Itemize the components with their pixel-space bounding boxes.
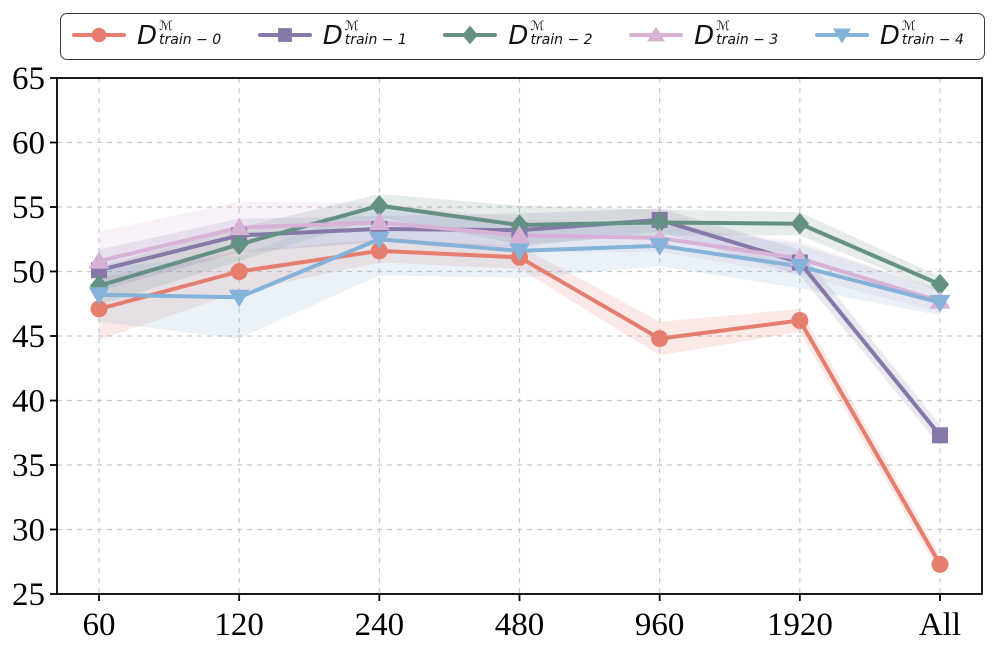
marker-train-0-All [931, 555, 949, 573]
band-train-1 [99, 208, 940, 446]
legend-label-sup: ℳ [530, 18, 545, 34]
marker-train-4-60 [88, 287, 110, 305]
band-train-4 [99, 203, 940, 339]
band-train-3 [99, 201, 940, 313]
marker-train-2-120 [230, 233, 249, 256]
marker-train-4-960 [649, 238, 671, 256]
legend-marker-train-4 [832, 28, 851, 44]
marker-train-4-1920 [789, 258, 811, 277]
xtick-label-240: 240 [355, 607, 405, 643]
legend-label-sub: train − 0 [159, 31, 222, 48]
xtick-label-120: 120 [214, 607, 264, 643]
legend-marker-square-icon [257, 23, 313, 51]
marker-train-1-All [932, 427, 948, 444]
legend-label-sup: ℳ [716, 18, 731, 34]
xtick-label-1920: 1920 [767, 607, 833, 643]
band-train-0 [99, 239, 940, 574]
xtick-label-480: 480 [495, 607, 545, 643]
legend-swatch-train-0 [72, 27, 126, 42]
marker-train-4-240 [368, 231, 390, 250]
ytick-label-55: 55 [12, 190, 45, 226]
legend-label-base: D [694, 20, 715, 51]
marker-train-3-480 [509, 225, 530, 243]
ytick-label-35: 35 [12, 448, 45, 484]
legend-marker-train-0 [91, 27, 107, 42]
legend-label-base: D [322, 20, 343, 51]
marker-train-4-480 [509, 243, 530, 261]
marker-train-4-All [929, 294, 951, 313]
legend-label-sup: ℳ [901, 18, 916, 34]
legend-marker-train-3 [647, 25, 666, 41]
marker-train-3-120 [228, 217, 250, 236]
marker-train-0-120 [230, 263, 248, 280]
marker-train-0-960 [651, 330, 669, 348]
legend-swatch-train-1 [257, 27, 312, 42]
xtick-label-960: 960 [635, 607, 685, 643]
ytick-label-65: 65 [12, 61, 45, 97]
legend-label-sup: ℳ [344, 18, 359, 34]
marker-train-2-1920 [790, 212, 809, 235]
legend-marker-diamond-icon [442, 23, 498, 51]
marker-train-3-60 [88, 251, 110, 269]
marker-train-3-240 [368, 212, 390, 230]
marker-train-4-120 [228, 289, 250, 308]
ytick-label-50: 50 [12, 255, 45, 291]
legend-swatch-train-3 [629, 25, 684, 41]
marker-train-0-1920 [791, 312, 809, 330]
legend-label-base: D [879, 20, 900, 51]
xtick-label-All: All [919, 607, 961, 643]
legend-marker-circle-icon [71, 23, 127, 51]
ytick-label-30: 30 [12, 513, 45, 549]
legend-swatch-train-2 [443, 25, 498, 44]
legend-marker-train-2 [462, 25, 479, 44]
legend-label-sub: train − 3 [716, 31, 779, 48]
legend-label-sub: train − 2 [530, 31, 593, 48]
ytick-label-45: 45 [12, 319, 45, 355]
legend-marker-triangle-up-icon [628, 23, 684, 51]
legend-label-sup: ℳ [159, 18, 173, 34]
legend-swatch-train-4 [814, 28, 869, 44]
xtick-label-60: 60 [83, 607, 116, 643]
ytick-label-25: 25 [12, 577, 45, 613]
ytick-label-60: 60 [12, 126, 45, 162]
legend-label-sub: train − 1 [344, 31, 407, 48]
legend-label-base: D [508, 20, 529, 51]
legend-label-sub: train − 4 [901, 31, 964, 48]
legend-label-base: D [137, 20, 158, 51]
legend-marker-train-1 [277, 27, 292, 42]
legend-marker-triangle-down-icon [814, 23, 870, 51]
ytick-label-40: 40 [12, 384, 45, 420]
